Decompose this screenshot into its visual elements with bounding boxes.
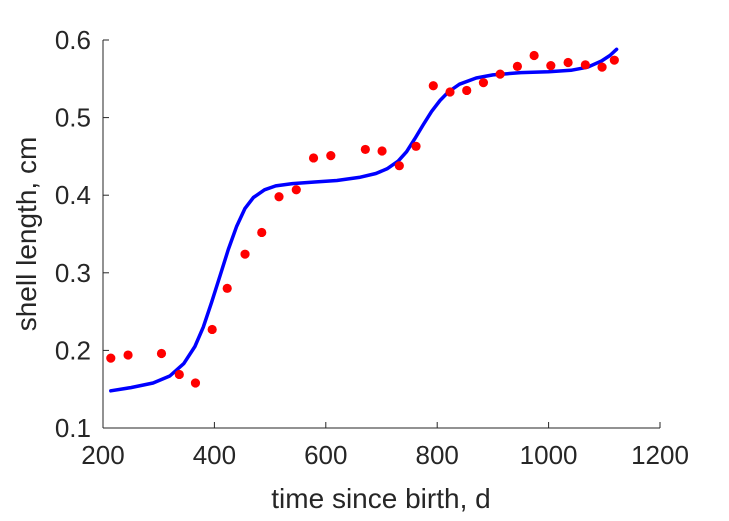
data-point: [123, 350, 133, 360]
data-point: [580, 60, 590, 70]
data-point: [445, 87, 455, 97]
data-point: [291, 185, 301, 195]
data-point: [240, 249, 250, 259]
data-point: [546, 61, 556, 71]
data-point: [190, 378, 201, 388]
data-point: [563, 57, 573, 68]
data-point: [495, 69, 505, 79]
x-tick-label: 600: [304, 440, 347, 470]
data-point: [609, 55, 619, 65]
data-point: [207, 324, 217, 335]
data-point: [222, 283, 232, 293]
plot-area: [106, 47, 619, 393]
axes: [102, 40, 660, 429]
data-point: [512, 61, 523, 71]
x-tick-label: 1200: [631, 440, 689, 470]
data-point: [428, 81, 438, 91]
x-axis-label: time since birth, d: [271, 483, 490, 514]
data-point: [156, 348, 167, 359]
data-point: [411, 141, 421, 151]
data-point: [326, 151, 336, 161]
y-tick-label: 0.5: [55, 103, 91, 133]
data-point: [478, 78, 489, 88]
data-point: [274, 192, 284, 202]
y-tick-label: 0.2: [55, 335, 91, 365]
data-point: [377, 146, 387, 156]
x-tick-label: 800: [416, 440, 459, 470]
data-point: [308, 153, 319, 163]
data-point: [360, 144, 370, 155]
y-tick-label: 0.6: [55, 25, 91, 55]
x-tick-label: 400: [193, 440, 236, 470]
data-point: [106, 353, 116, 363]
y-tick-label: 0.3: [55, 258, 91, 288]
data-point: [394, 161, 404, 171]
y-tick-label: 0.1: [55, 413, 91, 443]
y-axis-label: shell length, cm: [11, 137, 42, 332]
data-point: [529, 50, 539, 61]
x-tick-label: 1000: [520, 440, 578, 470]
data-point: [174, 369, 184, 380]
fit-curve-line: [109, 47, 619, 393]
data-point: [597, 62, 607, 72]
y-tick-label: 0.4: [55, 180, 91, 210]
x-tick-label: 200: [81, 440, 124, 470]
ticks: 200 400 600 800 1000 1200 0.1 0.2 0.3 0.4 0.5 0.6: [55, 25, 689, 470]
data-point: [462, 85, 472, 96]
data-point: [257, 227, 267, 238]
